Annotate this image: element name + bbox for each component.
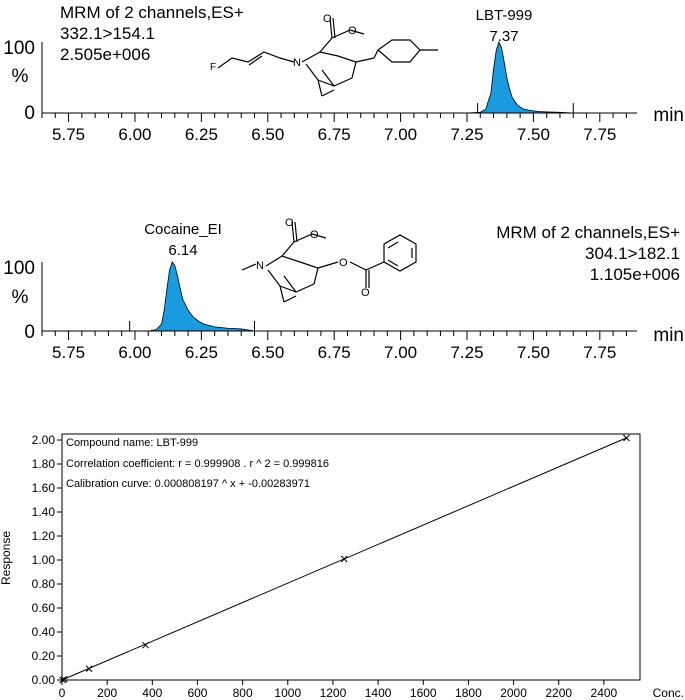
x-tick-label: 6.00 [118, 343, 151, 362]
x-tick-label: 1000 [274, 686, 301, 700]
p1-y-tick-100: 100 [3, 38, 35, 59]
x-tick-label: 2000 [500, 686, 527, 700]
lbt999-structure-f-glyph: F [210, 62, 216, 73]
p3-x-label: Conc. [653, 686, 684, 700]
p2-transition: 304.1>182.1 [585, 244, 680, 263]
p3-curve-label: Calibration curve: 0.000808197 ^ x + -0.… [66, 478, 310, 490]
cocaine-structure-n-glyph: N [256, 260, 264, 272]
y-tick-label: 0.40 [32, 625, 56, 639]
x-tick-label: 7.75 [583, 343, 616, 362]
p1-intensity: 2.505e+006 [60, 45, 150, 64]
p2-x-label: min [653, 325, 684, 346]
x-tick-label: 200 [97, 686, 117, 700]
x-tick-label: 7.00 [384, 343, 417, 362]
p2-x-axis: 5.75 6.00 6.25 6.50 6.75 7.00 7.25 7.50 7.75 [41, 262, 637, 362]
y-tick-label: 2.00 [32, 433, 56, 447]
x-tick-label: 6.25 [185, 343, 218, 362]
x-tick-label: 1600 [410, 686, 437, 700]
p1-title: MRM of 2 channels,ES+ [60, 3, 244, 22]
lbt999-structure-icon [217, 17, 438, 97]
y-tick-label: 1.80 [32, 457, 56, 471]
y-tick-label: 1.00 [32, 553, 56, 567]
cocaine-structure-o2-glyph: O [310, 229, 319, 241]
x-tick-label: 6.50 [251, 343, 284, 362]
y-tick-label: 1.60 [32, 481, 56, 495]
p2-peak-label: Cocaine_EI [144, 221, 222, 238]
lbt999-structure-o2-glyph: O [348, 25, 357, 37]
cocaine-structure-o1-glyph: O [285, 217, 294, 229]
x-tick-label: 7.00 [384, 125, 417, 144]
p1-peak-rt: 7.37 [489, 28, 518, 45]
x-tick-label: 7.75 [583, 125, 616, 144]
cocaine-structure-o3-glyph: O [339, 257, 348, 269]
calibration-point [59, 676, 66, 684]
y-tick-label: 0.80 [32, 577, 56, 591]
x-tick-label: 7.25 [450, 343, 483, 362]
x-tick-label: 7.50 [517, 343, 550, 362]
chromatogram-trace [42, 261, 637, 332]
p2-plot-area [42, 261, 637, 332]
p1-transition: 332.1>154.1 [60, 24, 155, 43]
p3-correlation-label: Correlation coefficient: r = 0.999908 . … [66, 458, 329, 470]
calibration-curve: Compound name: LBT-999 Correlation coeff… [0, 433, 684, 700]
x-tick-label: 2400 [591, 686, 618, 700]
x-tick-label: 6.00 [118, 125, 151, 144]
x-tick-label: 600 [187, 686, 207, 700]
x-tick-label: 6.75 [318, 125, 351, 144]
x-tick-label: 6.50 [251, 125, 284, 144]
cocaine-structure-o4-glyph: O [361, 287, 370, 299]
p3-y-label: Response [0, 531, 13, 585]
x-tick-label: 1800 [455, 686, 482, 700]
p2-peak-rt: 6.14 [168, 242, 197, 259]
x-tick-label: 0 [59, 686, 66, 700]
x-tick-label: 6.25 [185, 125, 218, 144]
chromatogram-cocaine: MRM of 2 channels,ES+ 304.1>182.1 1.105e… [3, 217, 684, 362]
x-tick-label: 7.50 [517, 125, 550, 144]
p1-x-axis: 5.75 6.00 6.25 6.50 6.75 7.00 7.25 7.50 7.75 [41, 42, 637, 144]
calibration-point [85, 665, 93, 673]
p3-axes: 0.00 0.20 0.40 0.60 0.80 1.00 1.20 1.40 1.60 1.80… [32, 433, 641, 700]
cocaine-structure-icon [241, 221, 417, 303]
y-tick-label: 1.40 [32, 505, 56, 519]
lbt999-structure-o1-glyph: O [323, 13, 332, 25]
p1-x-label: min [653, 105, 684, 126]
x-tick-label: 1400 [365, 686, 392, 700]
y-tick-label: 0.20 [32, 649, 56, 663]
p2-y-tick-0: 0 [24, 322, 35, 343]
calibration-point [60, 676, 68, 683]
p2-y-label: % [12, 287, 29, 308]
chromatogram-lbt999: MRM of 2 channels,ES+ 332.1>154.1 2.505e… [3, 3, 684, 144]
x-tick-label: 5.75 [52, 343, 85, 362]
y-tick-label: 1.20 [32, 529, 56, 543]
p1-plot-area [42, 40, 637, 114]
p3-compound-label: Compound name: LBT-999 [66, 437, 198, 449]
lbt999-structure-n-glyph: N [293, 57, 301, 69]
x-tick-label: 2200 [545, 686, 572, 700]
x-tick-label: 1200 [320, 686, 347, 700]
chromatogram-trace [42, 40, 637, 114]
y-tick-label: 0.60 [32, 601, 56, 615]
x-tick-label: 5.75 [52, 125, 85, 144]
p2-intensity: 1.105e+006 [590, 265, 680, 284]
calibration-point [340, 555, 348, 563]
x-tick-label: 7.25 [450, 125, 483, 144]
peak-area [148, 262, 255, 331]
p1-y-label: % [12, 66, 29, 87]
peak-area [480, 42, 574, 113]
p1-peak-label: LBT-999 [476, 7, 533, 24]
y-tick-label: 0.00 [32, 673, 56, 687]
p1-y-tick-0: 0 [24, 103, 35, 124]
x-tick-label: 6.75 [318, 343, 351, 362]
x-tick-label: 800 [233, 686, 253, 700]
p2-title: MRM of 2 channels,ES+ [496, 223, 680, 242]
p2-y-tick-100: 100 [3, 258, 35, 279]
plot-frame [61, 433, 641, 681]
calibration-point [623, 434, 630, 442]
calibration-point [142, 641, 149, 649]
x-tick-label: 400 [142, 686, 162, 700]
p3-plot-area [59, 434, 630, 684]
